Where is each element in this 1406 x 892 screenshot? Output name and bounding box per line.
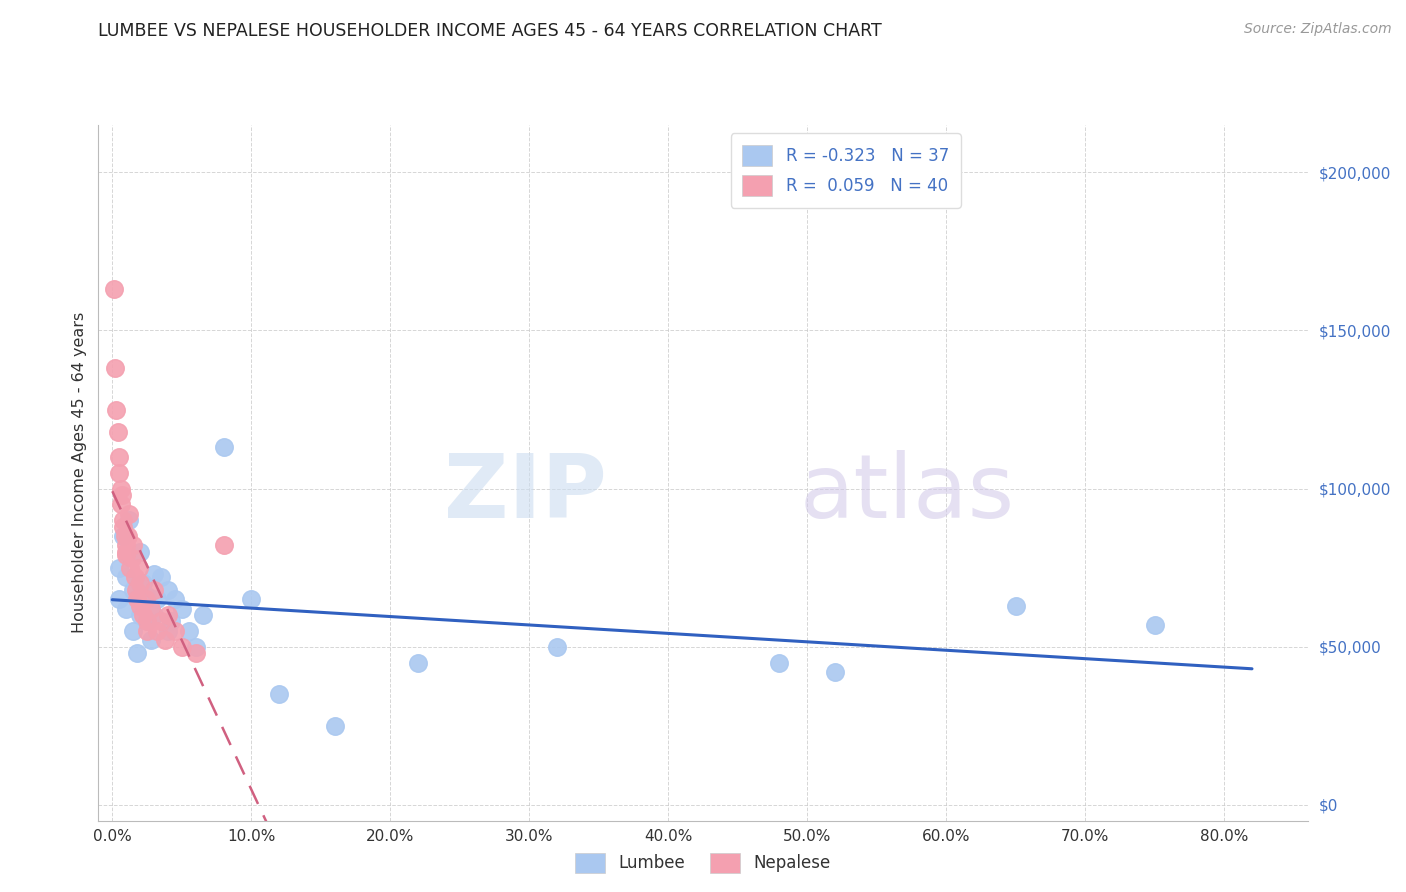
- Point: [212, 441, 235, 455]
- Point: [125, 582, 148, 597]
- Point: [132, 608, 155, 623]
- Point: [212, 539, 235, 553]
- Point: [136, 615, 159, 629]
- Point: [103, 282, 125, 296]
- Point: [108, 450, 131, 464]
- Point: [122, 582, 145, 597]
- Point: [118, 513, 141, 527]
- Point: [170, 640, 193, 654]
- Point: [153, 633, 176, 648]
- Point: [146, 624, 169, 638]
- Point: [120, 560, 142, 574]
- Point: [128, 560, 150, 574]
- Point: [143, 608, 166, 623]
- Legend: Lumbee, Nepalese: Lumbee, Nepalese: [568, 847, 838, 880]
- Point: [115, 548, 138, 562]
- Point: [163, 592, 186, 607]
- Point: [122, 624, 145, 638]
- Point: [1004, 599, 1026, 613]
- Point: [108, 592, 131, 607]
- Point: [129, 608, 152, 623]
- Point: [163, 624, 186, 638]
- Point: [156, 624, 179, 638]
- Legend: R = -0.323   N = 37, R =  0.059   N = 40: R = -0.323 N = 37, R = 0.059 N = 40: [731, 133, 960, 208]
- Point: [112, 529, 135, 543]
- Point: [146, 592, 169, 607]
- Point: [114, 529, 136, 543]
- Point: [240, 592, 263, 607]
- Point: [149, 570, 172, 584]
- Point: [191, 608, 214, 623]
- Point: [115, 570, 138, 584]
- Point: [129, 576, 152, 591]
- Point: [129, 545, 152, 559]
- Point: [104, 361, 127, 376]
- Point: [269, 687, 291, 701]
- Point: [546, 640, 568, 654]
- Point: [156, 608, 179, 623]
- Point: [110, 497, 132, 511]
- Point: [108, 560, 131, 574]
- Y-axis label: Householder Income Ages 45 - 64 years: Householder Income Ages 45 - 64 years: [72, 312, 87, 633]
- Point: [323, 719, 346, 733]
- Point: [135, 592, 157, 607]
- Point: [115, 539, 138, 553]
- Point: [141, 633, 163, 648]
- Point: [159, 615, 181, 629]
- Point: [111, 488, 134, 502]
- Point: [184, 640, 207, 654]
- Point: [136, 615, 159, 629]
- Point: [115, 545, 138, 559]
- Point: [117, 529, 139, 543]
- Point: [156, 582, 179, 597]
- Text: atlas: atlas: [800, 450, 1015, 537]
- Point: [121, 551, 143, 566]
- Point: [1143, 617, 1166, 632]
- Point: [129, 599, 152, 613]
- Point: [406, 656, 429, 670]
- Point: [112, 519, 135, 533]
- Point: [136, 624, 159, 638]
- Point: [105, 402, 128, 417]
- Point: [141, 601, 163, 615]
- Point: [127, 592, 149, 607]
- Point: [136, 589, 159, 603]
- Point: [143, 566, 166, 581]
- Point: [108, 466, 131, 480]
- Point: [115, 601, 138, 615]
- Point: [824, 665, 846, 679]
- Point: [122, 539, 145, 553]
- Point: [184, 646, 207, 660]
- Point: [170, 601, 193, 615]
- Text: Source: ZipAtlas.com: Source: ZipAtlas.com: [1244, 22, 1392, 37]
- Point: [112, 513, 135, 527]
- Point: [118, 507, 141, 521]
- Point: [124, 570, 146, 584]
- Point: [149, 615, 172, 629]
- Text: ZIP: ZIP: [443, 450, 606, 537]
- Point: [132, 576, 155, 591]
- Point: [127, 646, 149, 660]
- Point: [768, 656, 790, 670]
- Point: [177, 624, 200, 638]
- Point: [107, 425, 129, 439]
- Point: [143, 582, 166, 597]
- Text: LUMBEE VS NEPALESE HOUSEHOLDER INCOME AGES 45 - 64 YEARS CORRELATION CHART: LUMBEE VS NEPALESE HOUSEHOLDER INCOME AG…: [98, 22, 882, 40]
- Point: [110, 482, 132, 496]
